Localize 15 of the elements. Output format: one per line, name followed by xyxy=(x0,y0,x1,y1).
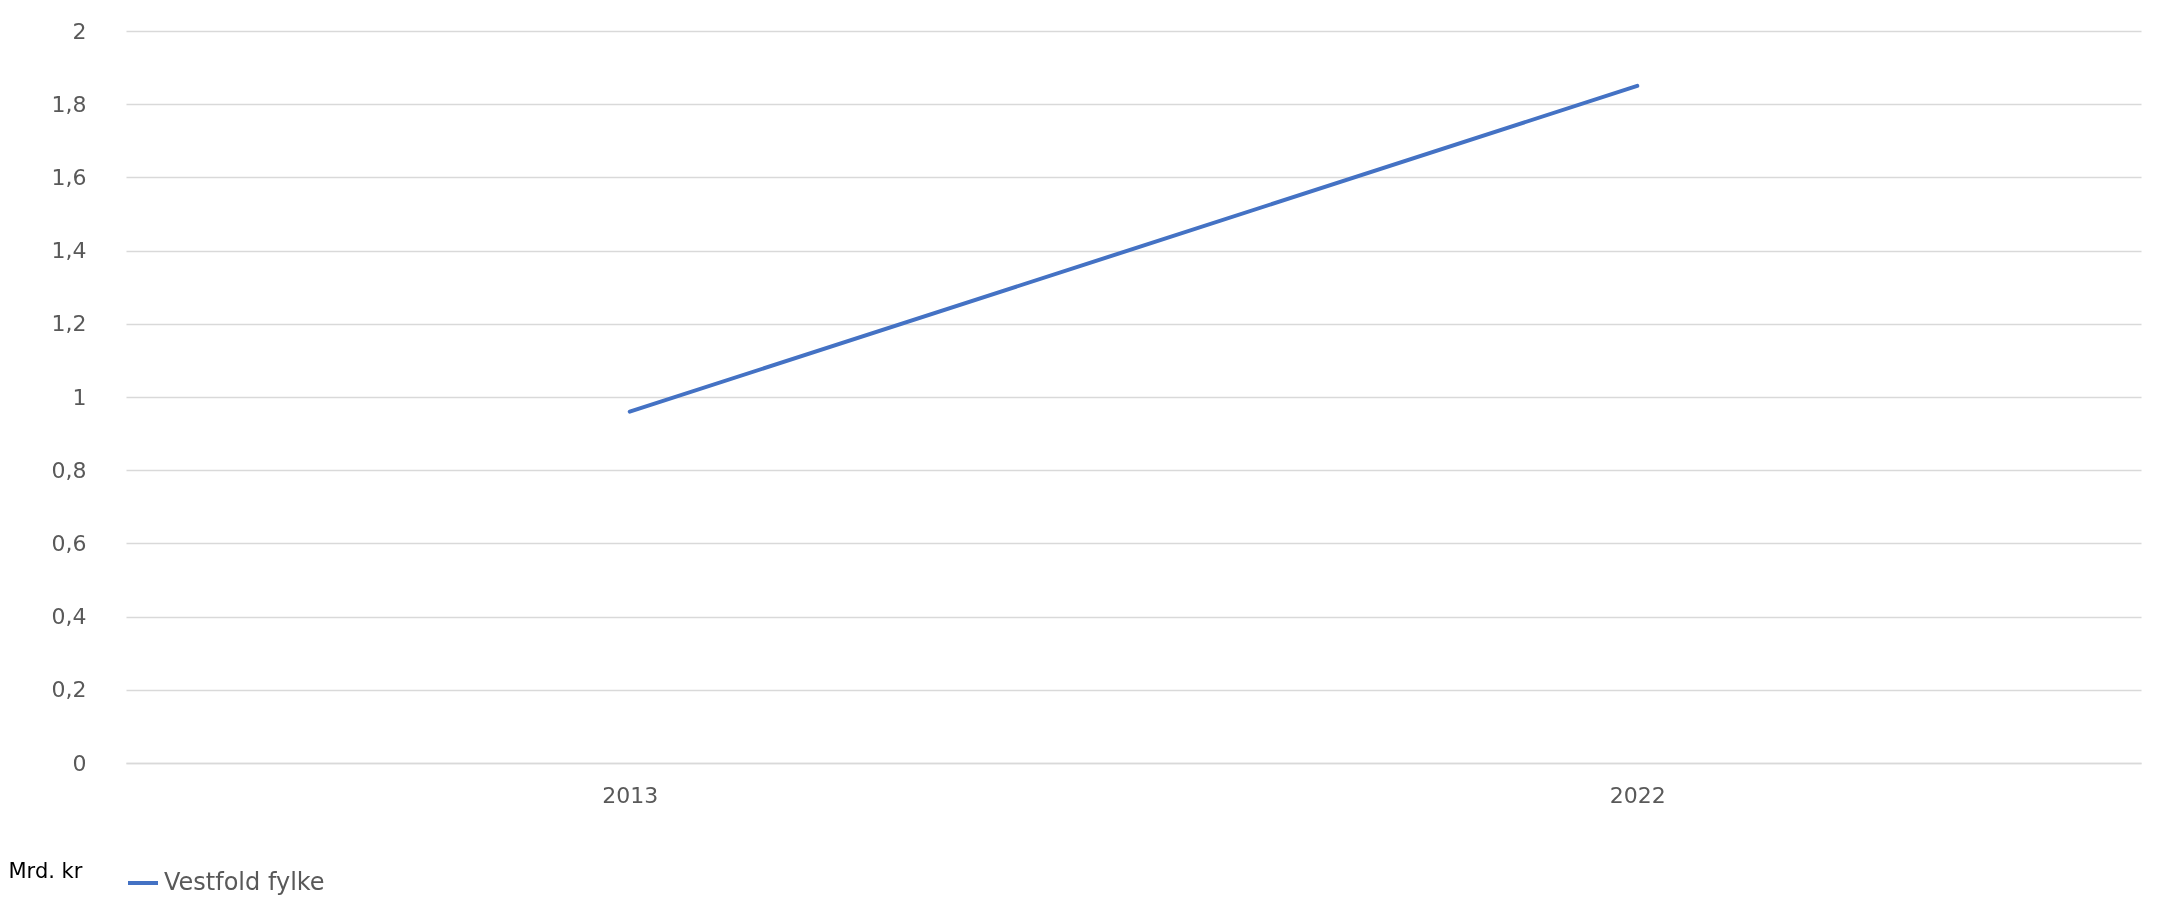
y-tick-label: 0,2 xyxy=(51,677,87,703)
y-tick-label: 1,8 xyxy=(51,91,87,117)
legend-label: Vestfold fylke xyxy=(164,868,325,896)
y-tick-label: 0,8 xyxy=(51,457,87,483)
y-axis-title: Mrd. kr xyxy=(8,858,83,883)
y-tick-label: 1,2 xyxy=(51,311,87,337)
y-tick-label: 1,6 xyxy=(51,164,87,190)
y-tick-label: 1,4 xyxy=(51,238,87,264)
y-tick-label: 2 xyxy=(72,18,87,44)
y-tick-label: 0 xyxy=(72,750,87,776)
y-tick-label: 0,6 xyxy=(51,530,87,556)
y-tick-label: 1 xyxy=(72,384,87,410)
x-tick-label: 2022 xyxy=(1609,782,1666,808)
y-tick-label: 0,4 xyxy=(51,604,87,630)
x-tick-label: 2013 xyxy=(602,782,659,808)
